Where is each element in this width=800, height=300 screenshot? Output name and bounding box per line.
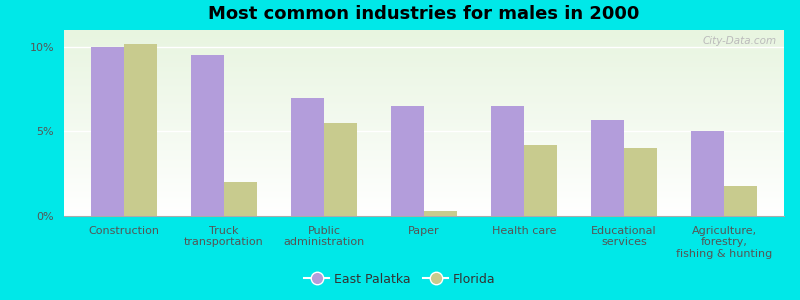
Bar [491,106,524,216]
Legend: East Palatka, Florida: East Palatka, Florida [299,268,501,291]
Bar [524,145,557,216]
Text: City-Data.com: City-Data.com [702,36,777,46]
Bar [191,56,224,216]
Bar [224,182,257,216]
Bar [591,120,624,216]
Bar [291,98,324,216]
Bar [324,123,357,216]
Bar [724,186,757,216]
Bar [691,131,724,216]
Bar [424,211,457,216]
Bar [391,106,424,216]
Title: Most common industries for males in 2000: Most common industries for males in 2000 [208,5,640,23]
Bar [124,44,157,216]
Bar [91,47,124,216]
Bar [624,148,657,216]
